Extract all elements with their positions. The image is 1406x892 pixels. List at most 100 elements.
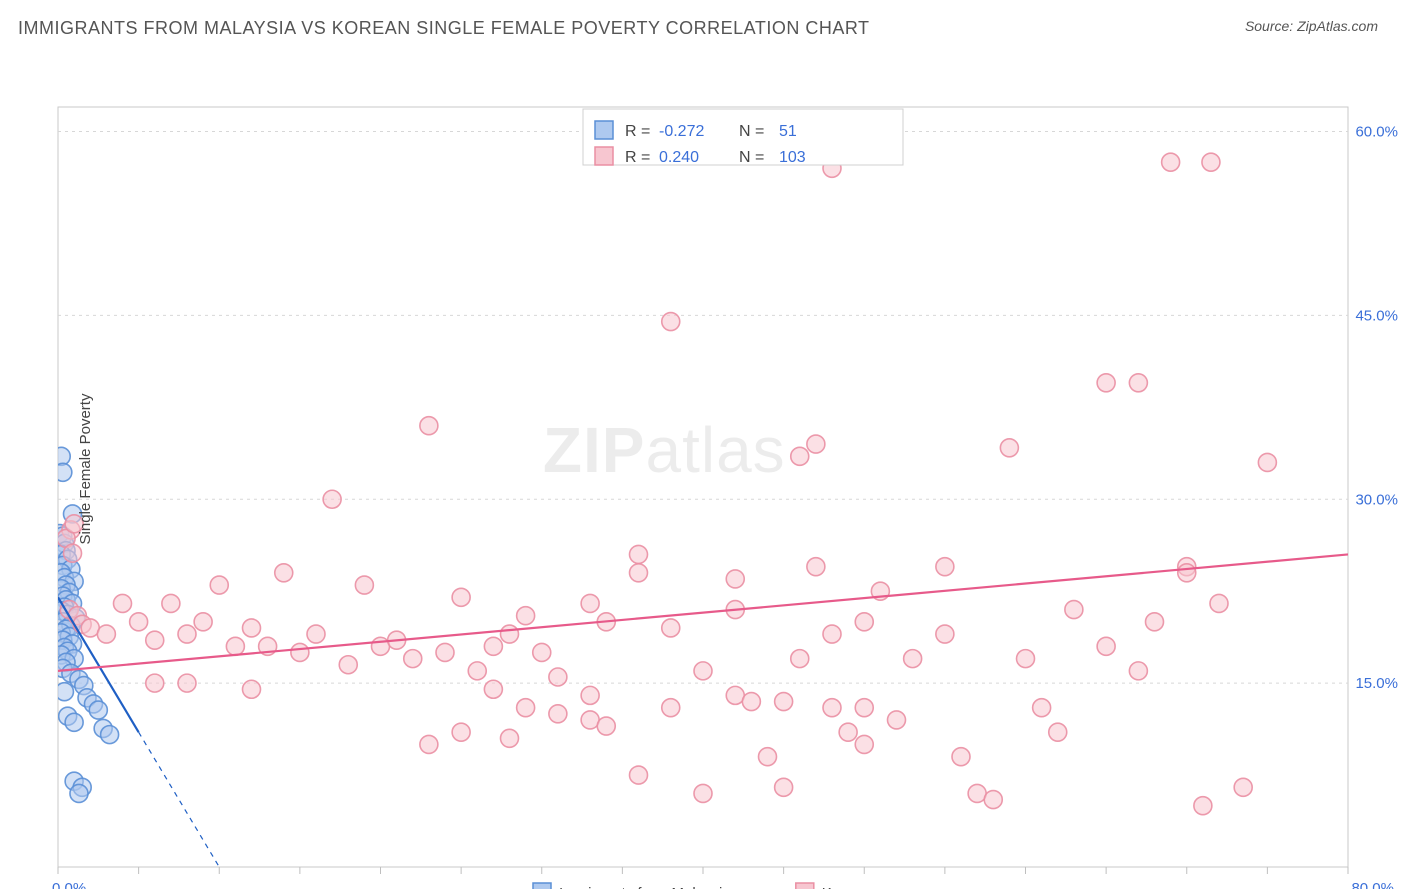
data-point — [501, 625, 519, 643]
data-point — [807, 558, 825, 576]
data-point — [1234, 778, 1252, 796]
stat-n-value: 103 — [779, 149, 806, 166]
data-point — [855, 699, 873, 717]
data-point — [275, 564, 293, 582]
stat-r-label: R = — [625, 149, 650, 166]
data-point — [775, 778, 793, 796]
stat-r-value: -0.272 — [659, 123, 704, 140]
data-point — [694, 784, 712, 802]
data-point — [54, 463, 72, 481]
data-point — [1129, 662, 1147, 680]
data-point — [630, 766, 648, 784]
data-point — [70, 784, 88, 802]
footer-legend-label: Koreans — [822, 885, 878, 889]
data-point — [484, 637, 502, 655]
data-point — [436, 643, 454, 661]
data-point — [1097, 374, 1115, 392]
data-point — [243, 619, 261, 637]
data-point — [517, 607, 535, 625]
data-point — [1065, 601, 1083, 619]
footer-legend-swatch — [796, 883, 814, 889]
stat-n-label: N = — [739, 149, 764, 166]
data-point — [323, 490, 341, 508]
chart-area: Single Female Poverty 15.0%30.0%45.0%60.… — [0, 49, 1406, 889]
data-point — [1258, 453, 1276, 471]
data-point — [1000, 439, 1018, 457]
data-point — [533, 643, 551, 661]
trend-layer — [58, 554, 1348, 867]
y-tick-label: 30.0% — [1355, 491, 1398, 508]
source-prefix: Source: — [1245, 18, 1297, 34]
data-point — [194, 613, 212, 631]
data-point — [114, 594, 132, 612]
data-point — [420, 735, 438, 753]
data-point — [549, 705, 567, 723]
data-point — [65, 713, 83, 731]
stats-legend: R =-0.272N =51R =0.240N =103 — [583, 109, 903, 166]
x-tick-label: 80.0% — [1351, 880, 1394, 889]
data-point — [662, 313, 680, 331]
data-point — [1129, 374, 1147, 392]
data-point — [936, 625, 954, 643]
stat-n-label: N = — [739, 123, 764, 140]
x-tick-label: 0.0% — [52, 880, 86, 889]
data-point — [888, 711, 906, 729]
data-point — [452, 723, 470, 741]
data-point — [581, 686, 599, 704]
data-point — [597, 717, 615, 735]
y-tick-label: 15.0% — [1355, 675, 1398, 692]
data-point — [1202, 153, 1220, 171]
data-point — [630, 564, 648, 582]
footer-legend-label: Immigrants from Malaysia — [559, 885, 731, 889]
data-point — [581, 711, 599, 729]
data-point — [839, 723, 857, 741]
data-point — [759, 748, 777, 766]
chart-title: IMMIGRANTS FROM MALAYSIA VS KOREAN SINGL… — [18, 18, 870, 39]
data-point — [807, 435, 825, 453]
data-point — [1017, 650, 1035, 668]
data-point — [549, 668, 567, 686]
data-point — [146, 631, 164, 649]
data-point — [468, 662, 486, 680]
data-point — [178, 625, 196, 643]
data-point — [484, 680, 502, 698]
legend-swatch — [595, 121, 613, 139]
data-point — [726, 686, 744, 704]
footer-legend: Immigrants from Malaysia Koreans — [533, 883, 878, 889]
data-point — [823, 625, 841, 643]
data-point — [97, 625, 115, 643]
data-point — [952, 748, 970, 766]
data-point — [101, 726, 119, 744]
data-point — [1178, 564, 1196, 582]
data-point — [178, 674, 196, 692]
data-point — [694, 662, 712, 680]
data-point — [984, 791, 1002, 809]
data-point — [1162, 153, 1180, 171]
data-point — [404, 650, 422, 668]
data-point — [791, 447, 809, 465]
data-point — [791, 650, 809, 668]
y-tick-label: 60.0% — [1355, 124, 1398, 141]
trend-line-extrapolated — [139, 732, 220, 867]
data-point — [662, 619, 680, 637]
data-point — [55, 683, 73, 701]
data-point — [372, 637, 390, 655]
data-point — [339, 656, 357, 674]
data-point — [355, 576, 373, 594]
data-point — [1049, 723, 1067, 741]
data-point — [630, 545, 648, 563]
footer-legend-swatch — [533, 883, 551, 889]
data-point — [81, 619, 99, 637]
data-point — [855, 735, 873, 753]
y-axis-label: Single Female Poverty — [77, 394, 94, 545]
data-point — [1097, 637, 1115, 655]
data-point — [501, 729, 519, 747]
data-point — [775, 693, 793, 711]
data-point — [210, 576, 228, 594]
data-point — [243, 680, 261, 698]
data-point — [226, 637, 244, 655]
data-point — [89, 701, 107, 719]
data-point — [1033, 699, 1051, 717]
data-point — [662, 699, 680, 717]
header: IMMIGRANTS FROM MALAYSIA VS KOREAN SINGL… — [0, 0, 1406, 39]
